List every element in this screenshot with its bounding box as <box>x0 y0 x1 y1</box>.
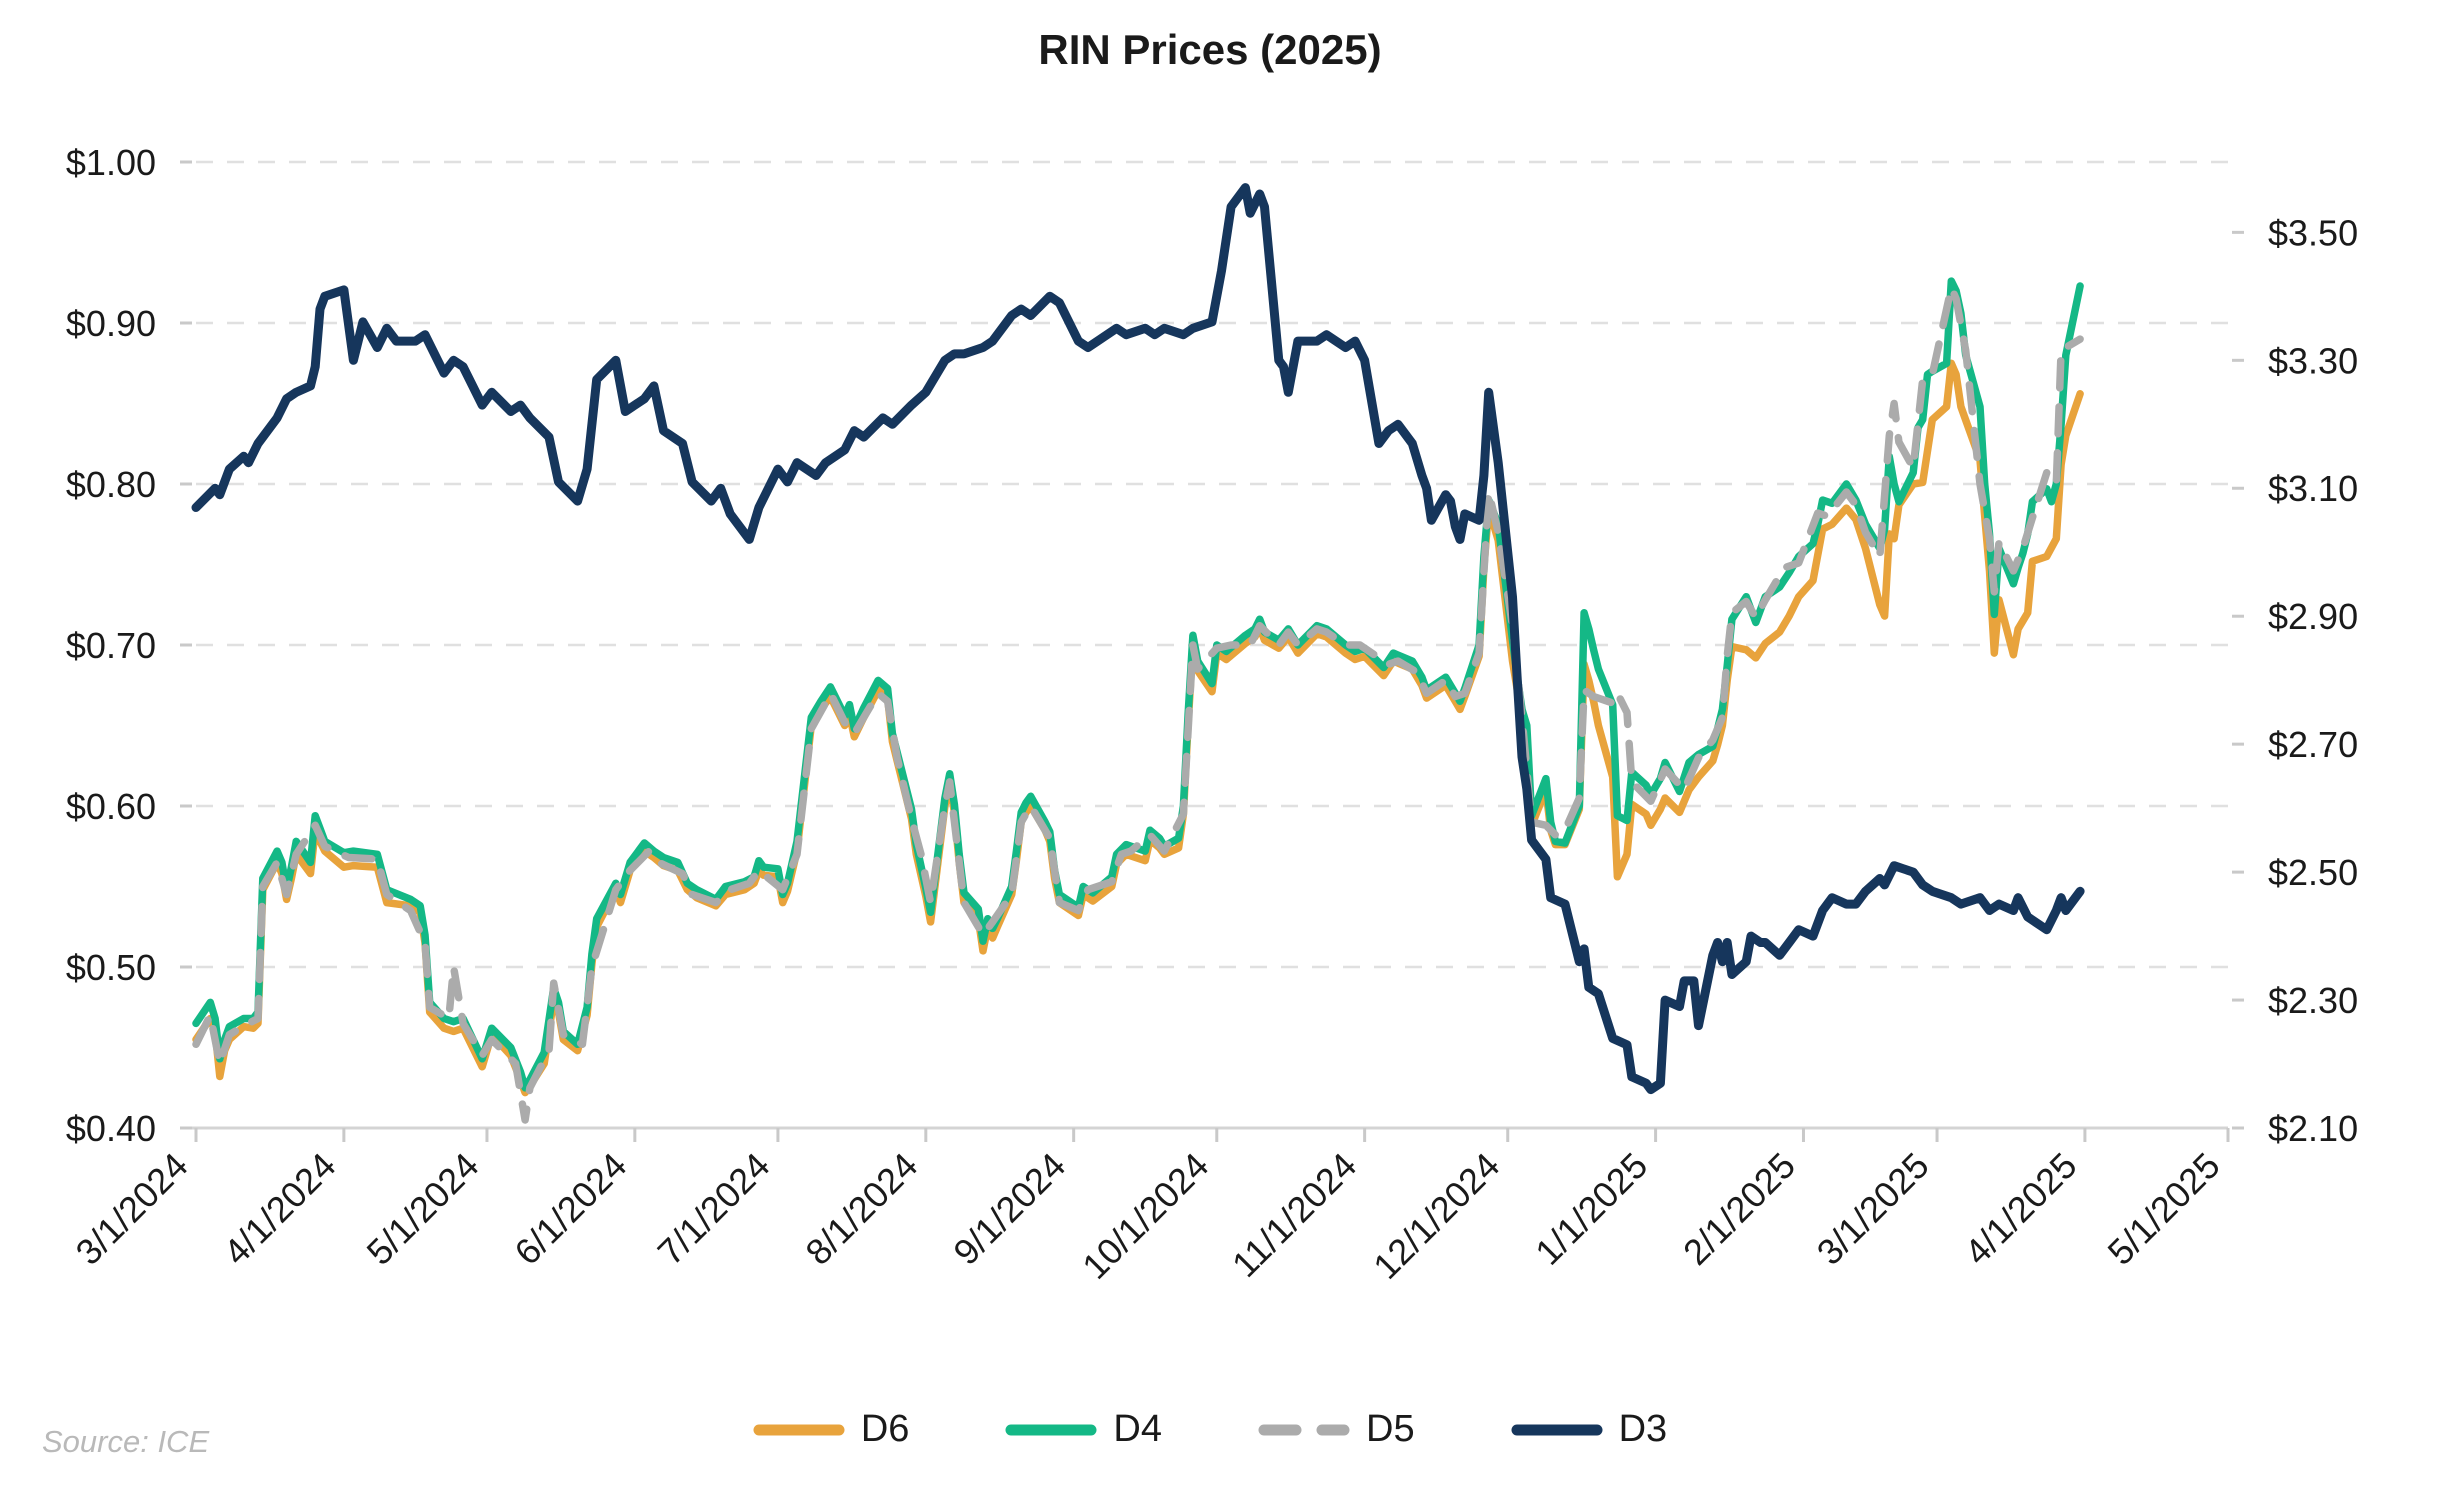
legend-label-d6: D6 <box>860 1408 910 1450</box>
legend-label-d4: D4 <box>1113 1408 1162 1450</box>
series-line-d3 <box>191 183 2085 1095</box>
legend-swatch-d6-icon <box>753 1424 845 1435</box>
y-left-tick-label: $0.80 <box>66 464 156 505</box>
x-tick-label: 5/1/2024 <box>359 1145 487 1273</box>
x-tick-label: 7/1/2024 <box>650 1145 778 1273</box>
legend: D6 D4 D5 D3 <box>190 1408 2230 1451</box>
y-axis-right-labels: $2.10 $2.30 $2.50 $2.70 $2.90 $3.10 $3.30 $3.50 <box>2268 212 2358 1149</box>
series-line-d5 <box>192 283 2084 1124</box>
y-right-tick-label: $2.70 <box>2268 724 2358 765</box>
series-line-d6 <box>192 359 2084 1097</box>
y-left-tick-label: $0.50 <box>66 947 156 988</box>
x-tick-label: 9/1/2024 <box>945 1145 1073 1273</box>
legend-swatch-d5-icon <box>1258 1424 1350 1435</box>
x-tick-label: 8/1/2024 <box>797 1145 925 1273</box>
axis-tick-marks <box>180 160 2244 1142</box>
x-tick-label: 12/1/2024 <box>1365 1145 1507 1287</box>
x-tick-label: 6/1/2024 <box>506 1145 634 1273</box>
x-tick-label: 4/1/2024 <box>215 1145 343 1273</box>
y-left-tick-label: $0.90 <box>66 303 156 344</box>
x-tick-label: 3/1/2025 <box>1809 1145 1937 1273</box>
legend-item-d4: D4 <box>1005 1408 1162 1451</box>
legend-swatch-d3-icon <box>1511 1424 1603 1435</box>
legend-item-d6: D6 <box>753 1408 910 1451</box>
y-right-tick-label: $3.30 <box>2268 340 2358 381</box>
y-right-tick-label: $2.50 <box>2268 852 2358 893</box>
y-right-tick-label: $2.10 <box>2268 1108 2358 1149</box>
y-right-tick-label: $3.10 <box>2268 468 2358 509</box>
x-tick-label: 1/1/2025 <box>1527 1145 1655 1273</box>
y-right-tick-label: $2.90 <box>2268 596 2358 637</box>
legend-item-d3: D3 <box>1511 1408 1668 1451</box>
y-left-tick-label: $1.00 <box>66 142 156 183</box>
legend-label-d5: D5 <box>1366 1408 1415 1450</box>
legend-swatch-d4-icon <box>1005 1424 1097 1435</box>
x-tick-label: 5/1/2025 <box>2100 1145 2228 1273</box>
x-tick-label: 10/1/2024 <box>1074 1145 1216 1287</box>
y-right-tick-label: $3.50 <box>2268 212 2358 253</box>
y-left-tick-label: $0.40 <box>66 1108 156 1149</box>
y-left-tick-label: $0.70 <box>66 625 156 666</box>
source-note: Source: ICE <box>42 1424 210 1459</box>
gridlines <box>196 160 2228 969</box>
x-tick-label: 4/1/2025 <box>1956 1145 2084 1273</box>
x-tick-label: 11/1/2024 <box>1224 1145 1364 1285</box>
x-tick-label: 2/1/2025 <box>1675 1145 1803 1273</box>
y-left-tick-label: $0.60 <box>66 786 156 827</box>
y-right-tick-label: $2.30 <box>2268 980 2358 1021</box>
legend-label-d3: D3 <box>1618 1408 1668 1450</box>
chart-title: RIN Prices (2025) <box>1038 26 1382 73</box>
y-axis-left-labels: $0.40 $0.50 $0.60 $0.70 $0.80 $0.90 $1.00 <box>66 142 156 1149</box>
x-axis-labels: 3/1/2024 4/1/2024 5/1/2024 6/1/2024 7/1/2024… <box>68 1145 2228 1287</box>
x-tick-label: 3/1/2024 <box>68 1145 196 1273</box>
legend-item-d5: D5 <box>1258 1408 1415 1451</box>
